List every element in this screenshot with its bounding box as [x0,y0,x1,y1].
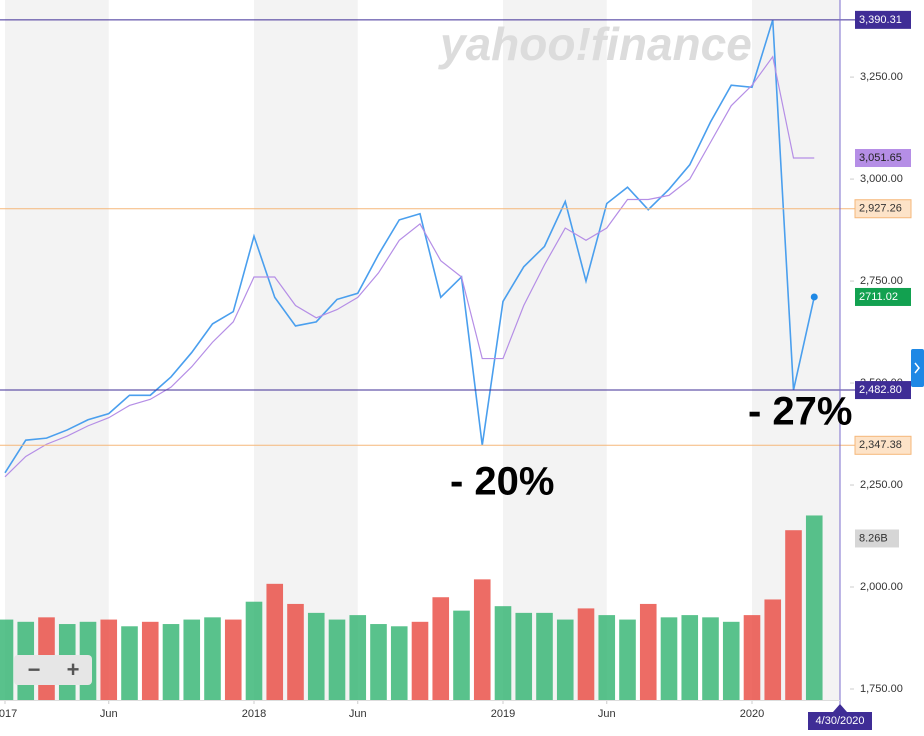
date-tag [808,712,872,730]
annotation: - 20% [450,460,555,504]
volume-bar [785,530,802,700]
side-panel-toggle[interactable] [911,349,924,387]
volume-bar [556,619,574,700]
volume-bar [245,601,263,700]
volume-bar [162,624,180,700]
volume-bar [619,619,636,700]
volume-bar [681,615,699,700]
zoom-out[interactable]: − [28,657,41,682]
price-tag [854,435,912,455]
zoom-control [14,655,92,685]
volume-bar [287,603,304,700]
x-tick-label: Jun [349,708,367,720]
x-tick-label: 2019 [491,708,515,720]
last-point [810,293,818,301]
price-tag-label: 3,051.65 [859,152,902,164]
volume-bar [473,579,491,700]
y-tick-label: 2,250.00 [860,479,903,491]
volume-bar [702,617,719,700]
volume-bar [432,597,450,700]
chevron [914,362,920,374]
volume-bar [577,608,595,700]
volume-bar [390,626,408,700]
y-tick-label: 3,000.00 [860,173,903,185]
price-tag [855,381,911,400]
y-tick-label: 2,000.00 [860,581,903,593]
price-line [4,19,816,474]
y-tick-label: 2,750.00 [860,275,903,287]
volume-bar [204,617,221,700]
annotation: - 27% [748,390,853,434]
y-tick-label: 1,750.00 [860,683,903,695]
volume-bar [453,610,470,700]
period-band [254,0,358,700]
zoom-in[interactable]: + [67,657,80,682]
volume-bar [349,615,367,700]
price-tag-label: 2,347.38 [859,439,902,451]
volume-bar [764,599,782,700]
x-tick-label: 2020 [740,708,764,720]
y-tick-label: 3,250.00 [860,71,903,83]
price-tag [855,10,911,29]
volume-bar [515,612,533,700]
volume-bar [805,515,823,700]
price-tag-label: 2,927.26 [859,203,902,215]
x-tick-label: Jun [598,708,616,720]
date-cursor-arrow [833,704,847,712]
date-tag-label: 4/30/2020 [816,715,865,727]
volume-bar [660,617,678,700]
volume-bar [598,615,616,700]
volume-bar [183,619,201,700]
volume-tag [855,529,899,548]
plot-area [0,0,840,700]
volume-bar [266,583,284,700]
watermark: yahoo!finance [438,18,752,70]
volume-bar [639,603,657,700]
x-axis-area [0,700,840,701]
price-tag [855,287,911,306]
x-tick-label: 2017 [0,708,17,720]
volume-bar [307,612,325,700]
volume-tag-label: 8.26B [859,532,888,544]
period-band [5,0,109,700]
volume-bar [370,624,387,700]
volume-bar [722,621,740,700]
volume-bar [0,619,14,700]
period-band [503,0,607,700]
volume-bar [100,619,118,700]
x-tick-label: Jun [100,708,118,720]
volume-bar [328,619,346,700]
volume-bar [224,619,242,700]
volume-bar [141,621,159,700]
price-tag-label: 3,390.31 [859,14,902,26]
x-tick-label: 2018 [242,708,266,720]
moving-average [4,55,815,478]
volume-bar [411,621,429,700]
price-tag-label: 2711.02 [859,291,898,303]
price-tag [854,199,912,219]
volume-bar [121,626,138,700]
price-tag-label: 2,482.80 [859,384,902,396]
price-tag [855,149,911,168]
volume-bar [536,612,553,700]
volume-bar [743,615,761,700]
volume-bar [494,606,512,700]
